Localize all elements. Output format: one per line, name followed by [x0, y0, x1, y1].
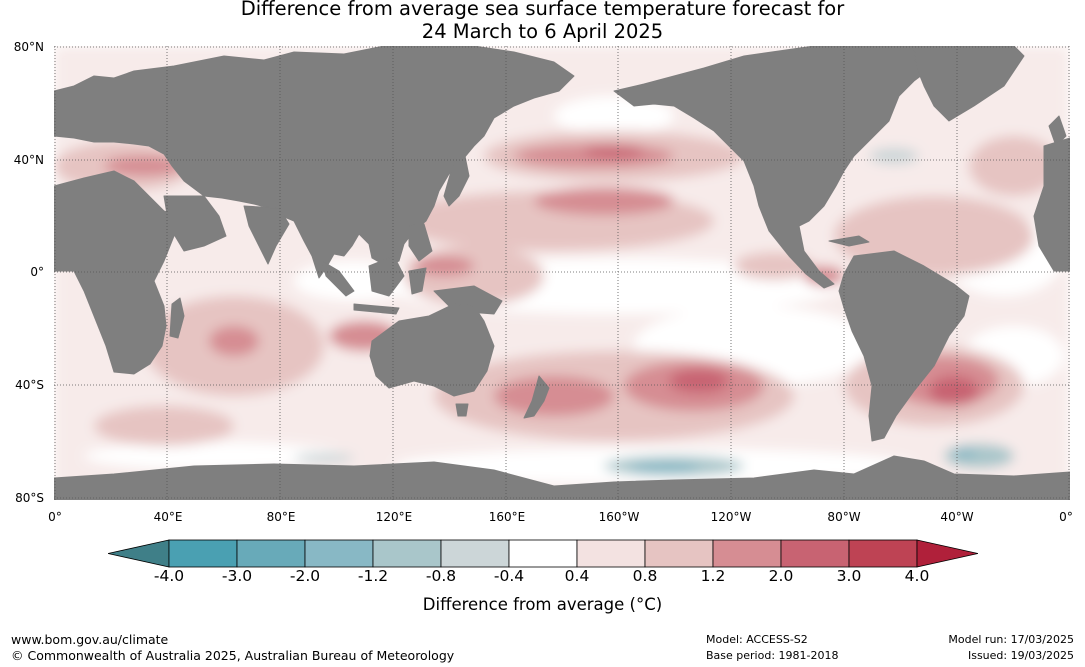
north-america-landmass: [613, 46, 935, 289]
colorbar-tick-1: -3.0: [221, 567, 253, 585]
colorbar-bin-8: [712, 539, 782, 568]
footer-model: Model: ACCESS-S2: [706, 633, 808, 646]
lon-label-160e: 160°E: [488, 510, 526, 524]
colorbar-tick-7: 0.8: [632, 567, 658, 585]
lon-label-0-right: 0°: [1059, 510, 1073, 524]
colorbar-bin-9: [780, 539, 850, 568]
colorbar-tick-0: -4.0: [153, 567, 185, 585]
colorbar-extend-low: [108, 539, 170, 568]
greenland-landmass: [913, 46, 1025, 122]
south-america-landmass: [838, 250, 970, 442]
colorbar-tick-6: 0.4: [564, 567, 590, 585]
japan-landmass: [443, 150, 470, 207]
colorbar-bin-5: [508, 539, 578, 568]
colorbar-bin-4: [440, 539, 510, 568]
eurasia-landmass: [54, 46, 575, 279]
lat-label-40s: 40°S: [15, 378, 44, 392]
colorbar-bin-0: [168, 539, 238, 568]
philippines-landmass: [408, 223, 433, 262]
colorbar-tick-10: 3.0: [836, 567, 862, 585]
colorbar-tick-2: -2.0: [289, 567, 321, 585]
colorbar-tick-9: 2.0: [768, 567, 794, 585]
lon-label-120e: 120°E: [375, 510, 413, 524]
borneo-landmass: [368, 255, 405, 297]
colorbar-bin-2: [304, 539, 374, 568]
india-landmass: [243, 205, 290, 265]
java-landmass: [353, 303, 400, 315]
lon-label-80e: 80°E: [266, 510, 296, 524]
title-line-1: Difference from average sea surface temp…: [240, 0, 845, 20]
new-zealand-landmass: [523, 375, 550, 419]
madagascar-landmass: [169, 297, 185, 339]
colorbar-bin-1: [236, 539, 306, 568]
colorbar-tick-5: -0.4: [493, 567, 525, 585]
lon-label-40w: 40°W: [940, 510, 974, 524]
uk-landmass: [1048, 115, 1067, 147]
footer-base-period: Base period: 1981-2018: [706, 649, 839, 662]
footer-copyright: © Commonwealth of Australia 2025, Austra…: [11, 648, 455, 663]
colorbar-tick-11: 4.0: [904, 567, 930, 585]
colorbar-tick-8: 1.2: [700, 567, 726, 585]
title-line-2: 24 March to 6 April 2025: [421, 20, 664, 43]
lon-label-0: 0°: [48, 510, 62, 524]
europe-right-landmass: [1033, 137, 1070, 272]
lon-label-160w: 160°W: [598, 510, 640, 524]
footer-website[interactable]: www.bom.gov.au/climate: [11, 632, 169, 647]
colorbar-tick-3: -1.2: [357, 567, 389, 585]
lon-label-40e: 40°E: [153, 510, 183, 524]
lat-label-0: 0°: [30, 265, 44, 279]
lon-label-80w: 80°W: [827, 510, 861, 524]
colorbar-bin-10: [848, 539, 918, 568]
footer-issued: Issued: 19/03/2025: [967, 649, 1074, 662]
map-svg: [54, 46, 1070, 500]
australia-landmass: [369, 303, 495, 397]
colorbar-bin-3: [372, 539, 442, 568]
lat-label-80s: 80°S: [15, 491, 44, 505]
footer-model-run: Model run: 17/03/2025: [948, 633, 1074, 646]
sst-anomaly-map: [54, 46, 1070, 500]
lon-label-120w: 120°W: [710, 510, 752, 524]
africa-landmass: [54, 170, 180, 375]
cuba-landmass: [828, 235, 870, 247]
antarctica-landmass: [54, 455, 1070, 500]
map-title: Difference from average sea surface temp…: [0, 0, 1085, 43]
sulawesi-landmass: [408, 267, 427, 295]
colorbar-bin-6: [576, 539, 646, 568]
colorbar-tick-4: -0.8: [425, 567, 457, 585]
colorbar-title: Difference from average (°C): [422, 595, 663, 614]
lat-label-80n: 80°N: [13, 40, 44, 54]
lat-label-40n: 40°N: [13, 153, 44, 167]
sumatra-landmass: [321, 260, 355, 297]
colorbar-bin-7: [644, 539, 714, 568]
colorbar: [108, 539, 978, 568]
arabia-landmass: [163, 195, 227, 252]
land-masses: [54, 46, 1070, 500]
graticule: [54, 46, 1070, 500]
tasmania-landmass: [455, 403, 469, 417]
colorbar-extend-high: [916, 539, 978, 568]
